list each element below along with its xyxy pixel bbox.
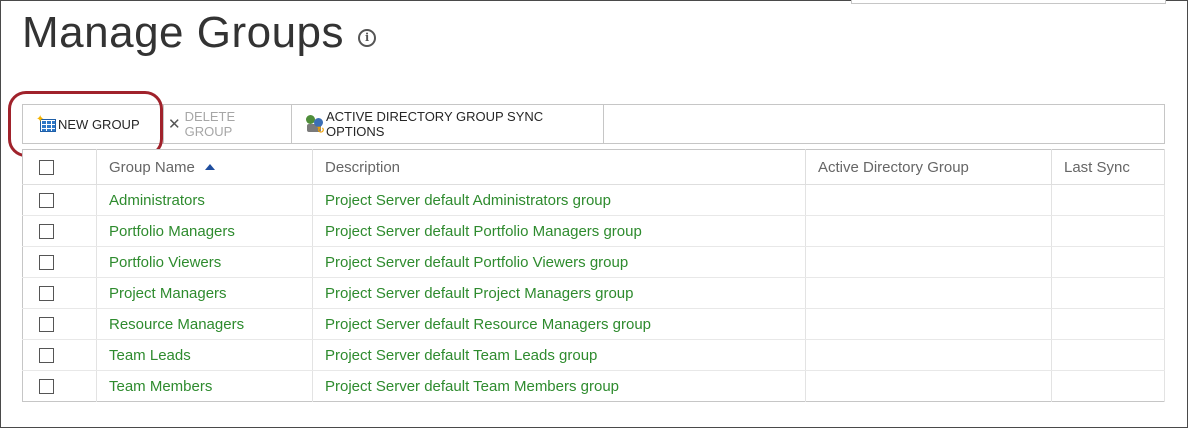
row-select-cell xyxy=(22,184,97,216)
header-group-name[interactable]: Group Name xyxy=(96,149,313,185)
row-select-cell xyxy=(22,370,97,402)
last-sync-cell xyxy=(1051,277,1165,309)
table-row: Team Members Project Server default Team… xyxy=(22,370,1165,402)
row-checkbox[interactable] xyxy=(39,286,54,302)
group-name-link[interactable]: Team Members xyxy=(96,370,313,402)
select-all-cell xyxy=(22,149,97,185)
ad-sync-icon: ↻ xyxy=(305,114,325,135)
row-select-cell xyxy=(22,277,97,309)
header-active-directory-group[interactable]: Active Directory Group xyxy=(805,149,1052,185)
group-description-link[interactable]: Project Server default Resource Managers… xyxy=(312,308,806,340)
toolbar: ✦ NEW GROUP ✕ DELETE GROUP ↻ ACTIVE DIRE… xyxy=(22,104,1165,144)
table-row: Project Managers Project Server default … xyxy=(22,277,1165,309)
row-checkbox[interactable] xyxy=(39,224,54,240)
title-row: Manage Groups i xyxy=(22,8,377,58)
header-description[interactable]: Description xyxy=(312,149,806,185)
last-sync-cell xyxy=(1051,184,1165,216)
row-checkbox[interactable] xyxy=(39,348,54,364)
table-row: Portfolio Managers Project Server defaul… xyxy=(22,215,1165,247)
header-group-name-label: Group Name xyxy=(109,158,195,176)
last-sync-cell xyxy=(1051,308,1165,340)
last-sync-cell xyxy=(1051,215,1165,247)
new-group-icon: ✦ xyxy=(36,114,56,132)
ad-sync-options-button[interactable]: ↻ ACTIVE DIRECTORY GROUP SYNC OPTIONS xyxy=(292,105,604,143)
new-group-label: NEW GROUP xyxy=(58,116,140,132)
ad-group-cell xyxy=(805,308,1052,340)
group-name-link[interactable]: Administrators xyxy=(96,184,313,216)
ad-group-cell xyxy=(805,184,1052,216)
page-title: Manage Groups xyxy=(22,8,345,57)
row-select-cell xyxy=(22,246,97,278)
group-name-link[interactable]: Resource Managers xyxy=(96,308,313,340)
group-description-link[interactable]: Project Server default Team Members grou… xyxy=(312,370,806,402)
row-checkbox[interactable] xyxy=(39,193,54,209)
table-row: Portfolio Viewers Project Server default… xyxy=(22,246,1165,278)
row-select-cell xyxy=(22,339,97,371)
last-sync-cell xyxy=(1051,370,1165,402)
group-name-link[interactable]: Project Managers xyxy=(96,277,313,309)
row-checkbox[interactable] xyxy=(39,379,54,395)
row-select-cell xyxy=(22,308,97,340)
row-checkbox[interactable] xyxy=(39,255,54,271)
group-description-link[interactable]: Project Server default Team Leads group xyxy=(312,339,806,371)
table-row: Administrators Project Server default Ad… xyxy=(22,184,1165,216)
ad-group-cell xyxy=(805,370,1052,402)
last-sync-cell xyxy=(1051,339,1165,371)
ad-group-cell xyxy=(805,215,1052,247)
group-description-link[interactable]: Project Server default Project Managers … xyxy=(312,277,806,309)
group-description-link[interactable]: Project Server default Administrators gr… xyxy=(312,184,806,216)
ad-group-cell xyxy=(805,277,1052,309)
group-name-link[interactable]: Portfolio Managers xyxy=(96,215,313,247)
ad-group-cell xyxy=(805,246,1052,278)
top-search-box-edge xyxy=(851,0,1166,4)
group-description-link[interactable]: Project Server default Portfolio Manager… xyxy=(312,215,806,247)
delete-x-icon: ✕ xyxy=(168,116,181,133)
table-row: Team Leads Project Server default Team L… xyxy=(22,339,1165,371)
sort-ascending-icon xyxy=(204,163,215,170)
info-icon[interactable]: i xyxy=(358,29,377,47)
group-name-link[interactable]: Portfolio Viewers xyxy=(96,246,313,278)
groups-table: Group Name Description Active Directory … xyxy=(22,149,1165,402)
header-last-sync[interactable]: Last Sync xyxy=(1051,149,1165,185)
row-checkbox[interactable] xyxy=(39,317,54,333)
select-all-checkbox[interactable] xyxy=(39,160,54,176)
delete-group-button[interactable]: ✕ DELETE GROUP xyxy=(164,105,292,143)
row-select-cell xyxy=(22,215,97,247)
group-description-link[interactable]: Project Server default Portfolio Viewers… xyxy=(312,246,806,278)
ad-sync-label: ACTIVE DIRECTORY GROUP SYNC OPTIONS xyxy=(325,109,544,139)
delete-group-label: DELETE GROUP xyxy=(184,109,236,139)
group-name-link[interactable]: Team Leads xyxy=(96,339,313,371)
table-header-row: Group Name Description Active Directory … xyxy=(22,149,1165,185)
ad-group-cell xyxy=(805,339,1052,371)
last-sync-cell xyxy=(1051,246,1165,278)
new-group-button[interactable]: ✦ NEW GROUP xyxy=(23,105,164,143)
table-row: Resource Managers Project Server default… xyxy=(22,308,1165,340)
